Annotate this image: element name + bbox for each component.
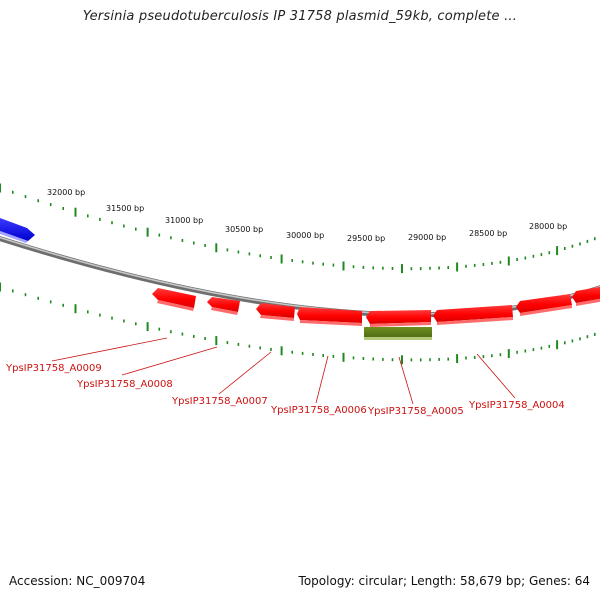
scale-label-29500: 29500 bp: [347, 234, 385, 243]
scale-label-31500: 31500 bp: [106, 204, 144, 213]
outer-scale-ticks: [0, 183, 596, 274]
scale-label-28000: 28000 bp: [529, 222, 567, 231]
reverse-gene-A0004[interactable]: [433, 305, 513, 325]
accession-text: Accession: NC_009704: [9, 574, 146, 588]
gene-label-A0007[interactable]: YpsIP31758_A0007: [171, 396, 268, 407]
forward-gene-arrow-shadow: [0, 231, 28, 243]
gene-label-A0004[interactable]: YpsIP31758_A0004: [468, 400, 565, 411]
scale-label-30500: 30500 bp: [225, 225, 263, 234]
scale-label-29000: 29000 bp: [408, 233, 446, 242]
reverse-gene-A0007[interactable]: [256, 303, 295, 321]
leader-line-A0008: [121, 346, 218, 376]
reverse-gene-A0008[interactable]: [207, 297, 240, 315]
leader-line-A0004: [476, 353, 516, 399]
inner-scale-ticks: [0, 282, 596, 365]
reverse-gene-A0003[interactable]: [516, 294, 572, 316]
plasmid-backbone-highlight: [0, 236, 600, 315]
other-feature-bar[interactable]: [364, 327, 432, 340]
scale-label-28500: 28500 bp: [469, 229, 507, 238]
reverse-gene-A0009[interactable]: [152, 288, 196, 311]
reverse-gene-A0002[interactable]: [572, 286, 600, 306]
map-title: Yersinia pseudotuberculosis IP 31758 pla…: [82, 9, 518, 24]
gene-label-A0008[interactable]: YpsIP31758_A0008: [76, 379, 173, 390]
leader-line-A0006: [315, 355, 329, 404]
gene-label-A0009[interactable]: YpsIP31758_A0009: [5, 363, 102, 374]
genome-summary-text: Topology: circular; Length: 58,679 bp; G…: [298, 574, 590, 588]
plasmid-backbone: [0, 235, 600, 318]
gene-label-A0006[interactable]: YpsIP31758_A0006: [270, 405, 367, 416]
scale-label-31000: 31000 bp: [165, 216, 203, 225]
leader-line-A0009: [51, 337, 168, 362]
leader-line-A0005: [398, 356, 414, 405]
reverse-gene-A0006[interactable]: [297, 307, 362, 326]
scale-label-32000: 32000 bp: [47, 188, 85, 197]
leader-line-A0007: [218, 351, 272, 395]
gene-label-A0005[interactable]: YpsIP31758_A0005: [367, 406, 464, 417]
reverse-gene-A0005[interactable]: [366, 310, 431, 327]
scale-label-30000: 30000 bp: [286, 231, 324, 240]
forward-gene-arrow[interactable]: [0, 218, 35, 241]
